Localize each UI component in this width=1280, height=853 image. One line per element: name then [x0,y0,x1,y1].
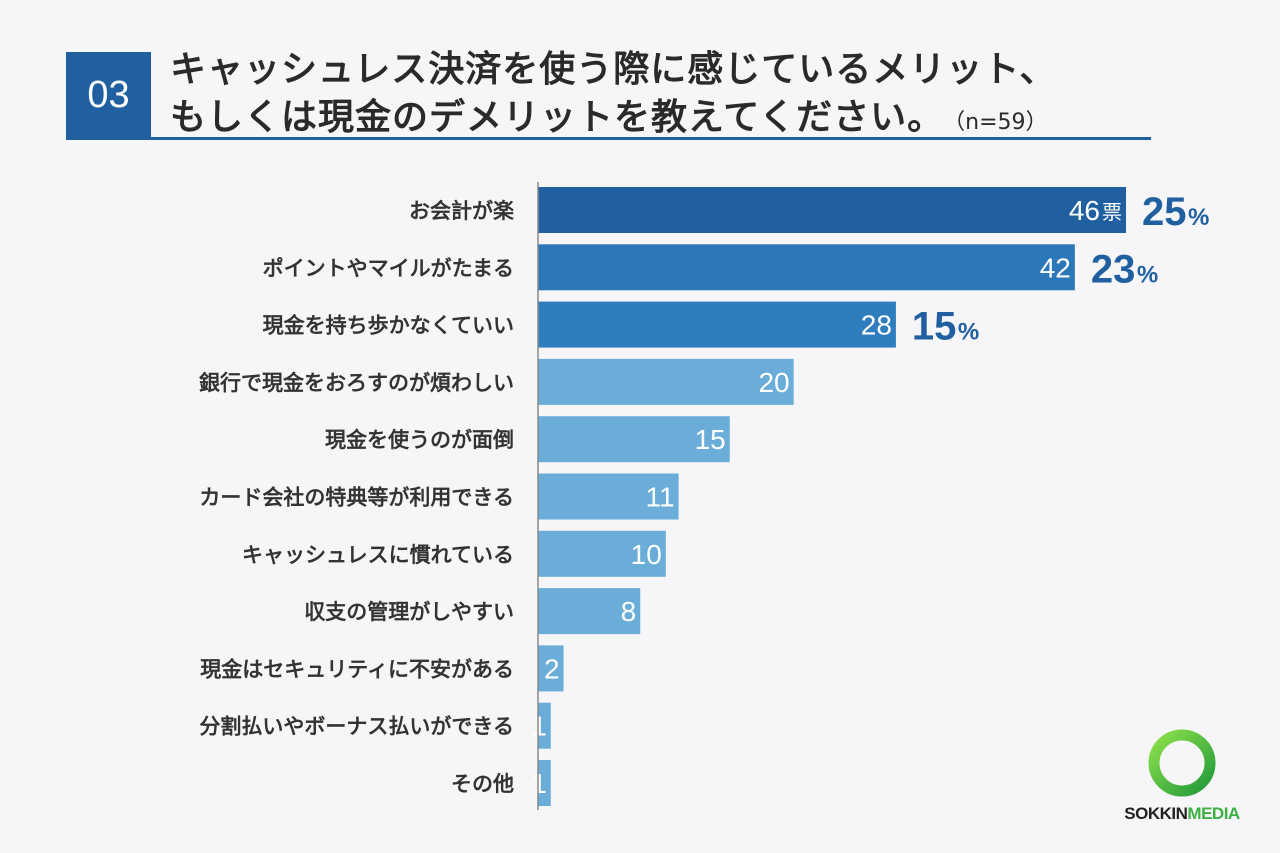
value-label: 1 [531,711,547,742]
chart-title-line2-text: もしくは現金のデメリットを教えてください。 [170,97,945,138]
value-label: 11 [646,482,675,513]
value-label: 28 [861,310,892,341]
value-label: 20 [758,367,789,398]
bar [538,702,551,749]
brand-name-part2: MEDIA [1187,804,1240,823]
value-unit-label: 票 [1102,200,1122,224]
category-label: カード会社の特典等が利用できる [199,486,514,510]
chart-header: 03 キャッシュレス決済を使う際に感じているメリット、 もしくは現金のデメリット… [0,0,1280,150]
brand-name: SOKKINMEDIA [1112,804,1252,824]
category-label: 現金はセキュリティに不安がある [200,657,514,681]
bar [538,760,551,806]
category-label: お会計が楽 [409,199,515,223]
value-label: 8 [621,596,637,627]
chart-title-line2: もしくは現金のデメリットを教えてください。 （n=59） [170,88,1048,140]
category-label: 分割払いやボーナス払いができる [199,715,514,739]
category-label: 銀行で現金をおろすのが煩わしい [199,371,514,395]
value-label: 42 [1040,252,1071,283]
value-label: 2 [544,653,560,684]
ring-logo-icon [1148,729,1216,797]
sample-size: （n=59） [954,110,1048,135]
chart-title-line1: キャッシュレス決済を使う際に感じているメリット、 [170,49,1057,90]
category-label: キャッシュレスに慣れている [242,543,514,567]
value-label: 10 [631,539,662,570]
category-label: 現金を持ち歩かなくていい [263,314,514,338]
percent-label: 15 [912,305,957,349]
question-number-badge: 03 [66,52,151,138]
bar [538,244,1075,291]
category-label: 現金を使うのが面倒 [325,428,514,452]
bar [538,473,679,520]
percent-sign: % [1137,261,1158,288]
bar [538,588,641,635]
bar [538,301,896,348]
percent-sign: % [1188,204,1209,231]
value-label: 1 [531,768,547,799]
percent-sign: % [958,319,979,346]
bar [538,187,1126,233]
bar [538,358,794,405]
bar [538,530,666,577]
bar [538,645,564,692]
percent-label: 25 [1142,190,1187,234]
category-label: ポイントやマイルがたまる [263,256,514,280]
value-label: 46 [1069,195,1100,226]
header-rule [66,137,1151,140]
percent-label: 23 [1091,247,1136,291]
brand-name-part1: SOKKIN [1124,804,1188,823]
bar [538,416,730,463]
value-label: 15 [695,424,726,455]
brand-logo: SOKKINMEDIA [1112,728,1252,828]
category-label: 収支の管理がしやすい [304,600,514,624]
category-label: その他 [451,772,514,796]
